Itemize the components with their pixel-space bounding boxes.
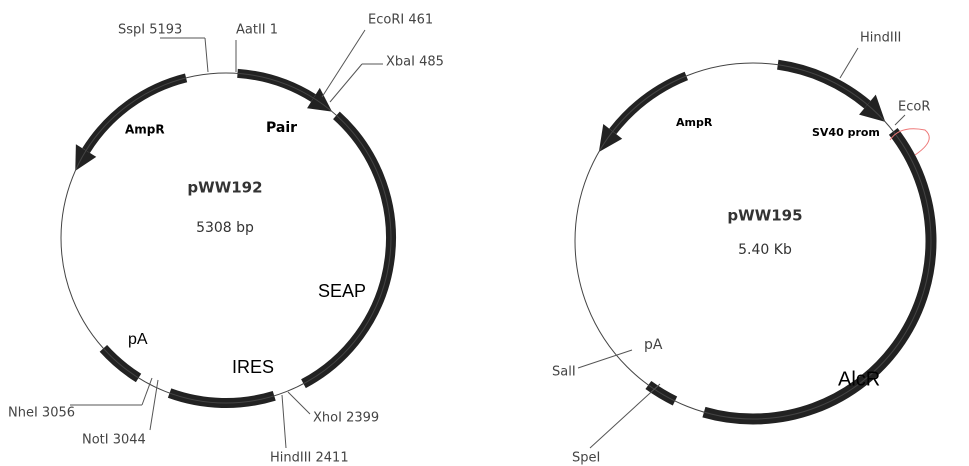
plasmid-size: 5308 bp — [196, 220, 254, 236]
plasmid-size: 5.40 Kb — [738, 242, 792, 258]
plasmid-name: pWW192 — [187, 179, 262, 197]
site-label: SpeI — [572, 451, 600, 466]
site-label: EcoR — [898, 100, 930, 115]
arrow-head — [307, 87, 333, 112]
feature-label: pA — [644, 337, 663, 353]
site-label: SalI — [552, 365, 576, 380]
site-label: HindIII — [860, 31, 901, 46]
feature-label: AlcR — [838, 368, 880, 390]
feature-label: AmpR — [125, 123, 165, 137]
backbone — [574, 62, 932, 420]
pointer — [839, 47, 859, 79]
feature-arc — [702, 128, 937, 425]
feature-label: AmpR — [676, 116, 713, 129]
feature-arc — [99, 344, 142, 383]
site-label: HindIII 2411 — [270, 451, 349, 466]
pointer — [589, 383, 661, 449]
pointer — [281, 394, 287, 449]
highlight — [889, 128, 930, 156]
site-label: NotI 3044 — [82, 433, 146, 448]
pointer — [149, 379, 159, 431]
feature-label: SV40 prom — [812, 126, 880, 139]
feature-arc — [82, 73, 188, 153]
pointer — [287, 391, 311, 415]
pointer — [321, 29, 366, 98]
site-label: AatII 1 — [236, 23, 278, 38]
site-label: NheI 3056 — [8, 406, 75, 421]
site-label: XbaI 485 — [386, 55, 444, 70]
pointer — [329, 63, 363, 103]
site-label: EcoRI 461 — [368, 13, 433, 28]
plasmid-name: pWW195 — [727, 207, 802, 225]
pointer — [141, 377, 153, 406]
site-label: XhoI 2399 — [313, 411, 379, 426]
site-pointers — [70, 29, 930, 449]
feature-arc — [777, 59, 871, 109]
feature-label: IRES — [232, 357, 274, 377]
arrow-head — [75, 144, 97, 171]
pointer — [577, 349, 633, 369]
pointer — [204, 37, 209, 73]
site-label: SspI 5193 — [118, 23, 182, 38]
feature-label: SEAP — [318, 281, 366, 301]
feature-label: Pair — [266, 120, 297, 136]
feature-arc — [237, 68, 316, 102]
backbone — [60, 72, 392, 404]
feature-arc — [301, 111, 396, 389]
arrow-head — [598, 124, 623, 152]
feature-label: pA — [128, 331, 148, 348]
pointer — [894, 114, 906, 126]
